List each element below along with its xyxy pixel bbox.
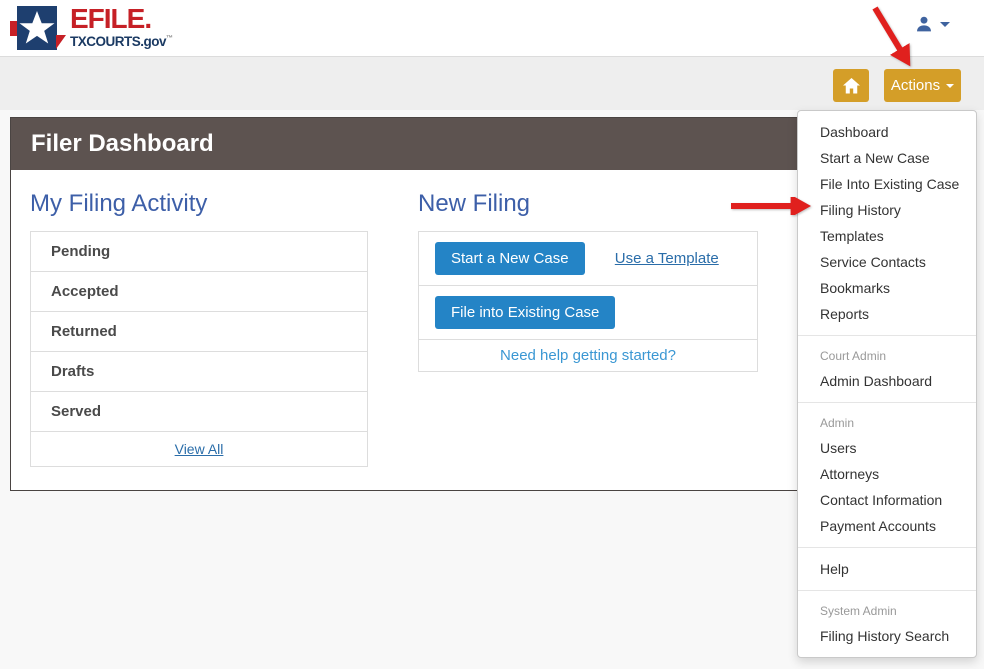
- actions-button[interactable]: Actions: [884, 69, 961, 102]
- user-icon: [917, 16, 931, 32]
- new-filing-row-3: Need help getting started?: [419, 340, 757, 371]
- filing-activity-title: My Filing Activity: [30, 190, 208, 217]
- menu-divider: [798, 402, 976, 403]
- home-icon: [842, 77, 860, 93]
- new-filing-row-1: Start a New Case Use a Template: [419, 232, 757, 286]
- menu-divider: [798, 547, 976, 548]
- activity-row-served[interactable]: Served: [31, 392, 367, 432]
- texas-star-logo-icon: [10, 6, 66, 50]
- new-filing-title: New Filing: [418, 190, 531, 217]
- caret-down-icon: [946, 83, 955, 88]
- site-header: EFILE. TXCOURTS.gov™: [0, 0, 984, 56]
- menu-item-start-a-new-case[interactable]: Start a New Case: [820, 150, 930, 166]
- menu-item-filing-history[interactable]: Filing History: [820, 202, 901, 218]
- home-button[interactable]: [833, 69, 869, 102]
- menu-item-service-contacts[interactable]: Service Contacts: [820, 254, 926, 270]
- logo-text: EFILE. TXCOURTS.gov™: [70, 5, 173, 49]
- use-template-link[interactable]: Use a Template: [614, 250, 719, 267]
- logo-line1: EFILE.: [70, 3, 152, 34]
- activity-row-pending[interactable]: Pending: [31, 232, 367, 272]
- menu-divider: [798, 335, 976, 336]
- menu-item-dashboard[interactable]: Dashboard: [820, 124, 889, 140]
- menu-divider: [798, 590, 976, 591]
- menu-item-file-into-existing-case[interactable]: File Into Existing Case: [820, 176, 960, 192]
- menu-item-contact-information[interactable]: Contact Information: [820, 492, 943, 508]
- menu-item-filing-history-search[interactable]: Filing History Search: [820, 628, 950, 644]
- activity-row-returned[interactable]: Returned: [31, 312, 367, 352]
- new-filing-row-2: File into Existing Case: [419, 286, 757, 340]
- view-all-link[interactable]: View All: [174, 441, 224, 457]
- menu-section-header-court-admin: Court Admin: [820, 349, 887, 363]
- user-menu-button[interactable]: [915, 15, 950, 33]
- menu-item-payment-accounts[interactable]: Payment Accounts: [820, 518, 936, 534]
- menu-item-users[interactable]: Users: [820, 440, 857, 456]
- menu-item-reports[interactable]: Reports: [820, 306, 870, 322]
- menu-item-help[interactable]: Help: [820, 561, 849, 577]
- trademark-symbol: ™: [166, 35, 173, 42]
- need-help-link[interactable]: Need help getting started?: [500, 347, 676, 364]
- view-all-row: View All: [31, 432, 367, 466]
- actions-button-label: Actions: [890, 77, 941, 94]
- menu-item-attorneys[interactable]: Attorneys: [820, 466, 880, 482]
- toolbar: Actions: [0, 56, 984, 110]
- filing-activity-list: Pending Accepted Returned Drafts Served …: [30, 231, 368, 467]
- activity-row-drafts[interactable]: Drafts: [31, 352, 367, 392]
- start-new-case-button[interactable]: Start a New Case: [435, 242, 585, 275]
- menu-section-header-system-admin: System Admin: [820, 604, 897, 618]
- caret-down-icon: [940, 21, 950, 27]
- menu-item-templates[interactable]: Templates: [820, 228, 884, 244]
- file-into-existing-case-button[interactable]: File into Existing Case: [435, 296, 616, 329]
- menu-item-bookmarks[interactable]: Bookmarks: [820, 280, 891, 296]
- efile-txcourts-logo[interactable]: EFILE. TXCOURTS.gov™: [10, 5, 173, 53]
- activity-row-accepted[interactable]: Accepted: [31, 272, 367, 312]
- menu-section-header-admin: Admin: [820, 416, 855, 430]
- menu-item-admin-dashboard[interactable]: Admin Dashboard: [820, 373, 933, 389]
- new-filing-panel: Start a New Case Use a Template File int…: [418, 231, 758, 372]
- logo-line2: TXCOURTS.gov™: [70, 34, 173, 49]
- dashboard-panel: Filer Dashboard My Filing Activity Pendi…: [10, 117, 974, 491]
- actions-dropdown-menu: Dashboard Start a New Case File Into Exi…: [797, 110, 977, 658]
